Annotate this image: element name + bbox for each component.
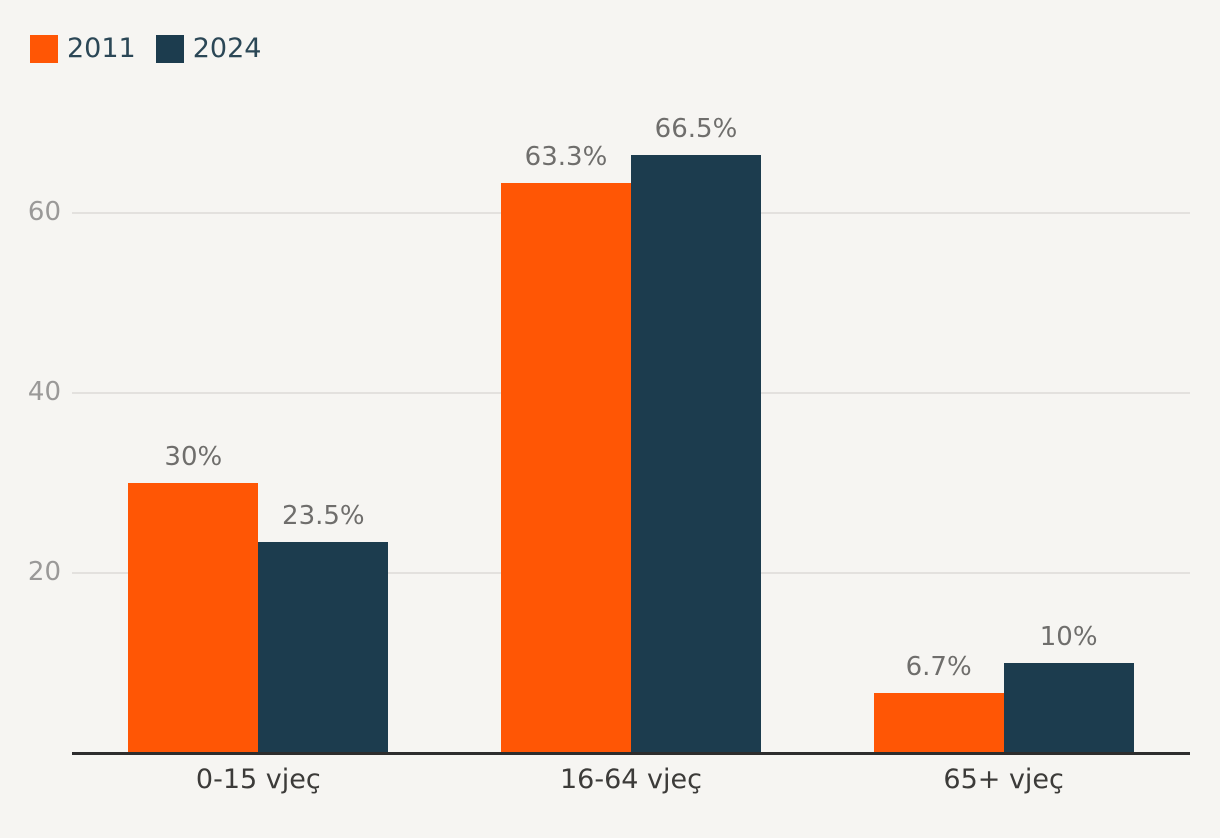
- legend-swatch-2024-icon: [155, 35, 184, 63]
- x-axis-line: [72, 752, 1190, 755]
- bar-pair-1: 63.3% 66.5%: [500, 114, 761, 753]
- legend-swatch-2011-icon: [30, 35, 58, 63]
- bar-pair-0: 30% 23.5%: [128, 123, 389, 753]
- data-label-2011-1: 63.3%: [524, 142, 608, 173]
- chart-legend: 2011 2024: [30, 35, 261, 63]
- category-label-2: 65+ vjeç: [943, 764, 1064, 795]
- data-label-2024-2: 10%: [1039, 622, 1098, 652]
- bar-2011-2: 6.7%: [873, 652, 1004, 753]
- bar-2024-1: 66.5%: [630, 114, 761, 753]
- category-label-1: 16-64 vjeç: [559, 764, 702, 795]
- category-label-0: 0-15 vjeç: [195, 764, 321, 795]
- bar-group-1: 63.3% 66.5%: [445, 114, 818, 753]
- y-axis-tick-60: 60: [27, 197, 61, 228]
- bar-pair-2: 6.7% 10%: [873, 123, 1134, 753]
- legend-item-2011[interactable]: 2011: [30, 35, 136, 63]
- legend-label-2011: 2011: [67, 33, 136, 64]
- bar-2011-1: 63.3%: [500, 142, 631, 753]
- bar-2024-0: 23.5%: [258, 501, 389, 753]
- bar-group-2: 6.7% 10%: [817, 123, 1190, 753]
- bar-group-0: 30% 23.5%: [72, 123, 445, 753]
- x-axis-labels: 0-15 vjeç 16-64 vjeç 65+ vjeç: [72, 764, 1190, 795]
- plot-area: 20 40 60 30% 23.5% 63.3% 66.5% 6.7% 10%: [28, 114, 1190, 753]
- data-label-2024-0: 23.5%: [282, 500, 365, 531]
- legend-item-2024[interactable]: 2024: [155, 33, 262, 64]
- data-label-2011-2: 6.7%: [905, 651, 972, 682]
- legend-label-2024: 2024: [192, 33, 262, 64]
- bar-2024-2: 10%: [1003, 622, 1134, 753]
- data-label-2011-0: 30%: [164, 442, 223, 472]
- data-label-2024-1: 66.5%: [654, 113, 738, 144]
- y-axis-tick-20: 20: [27, 557, 61, 588]
- y-axis-tick-40: 40: [27, 377, 61, 408]
- bar-2011-0: 30%: [128, 442, 259, 753]
